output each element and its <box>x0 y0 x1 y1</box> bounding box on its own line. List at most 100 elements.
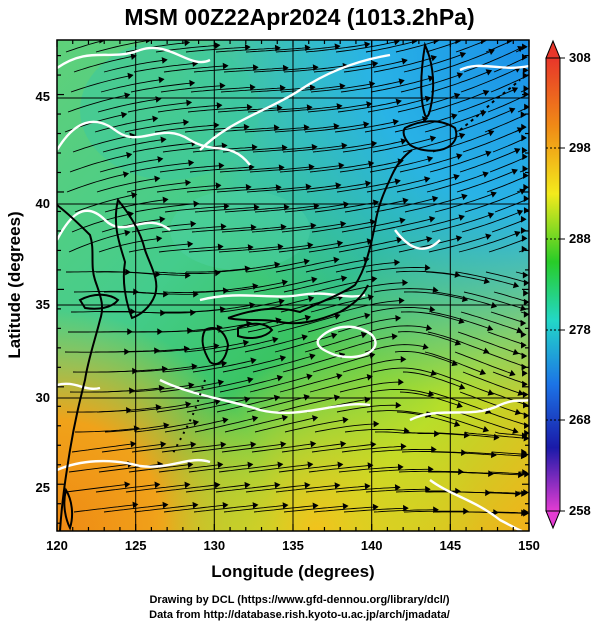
streamline-arrowhead <box>283 203 290 211</box>
streamline <box>194 417 258 433</box>
streamline <box>164 205 229 213</box>
streamline <box>75 427 139 433</box>
streamline-arrowhead <box>520 227 527 234</box>
streamline <box>164 418 228 433</box>
streamline-arrowhead <box>425 485 431 493</box>
streamline <box>69 153 132 173</box>
wind-streamlines <box>64 40 529 517</box>
streamline <box>396 411 460 426</box>
streamline <box>426 411 489 432</box>
streamline <box>95 483 160 493</box>
streamline <box>221 226 286 233</box>
streamline <box>309 375 373 393</box>
streamline-arrowhead <box>521 448 527 456</box>
streamline-arrowhead <box>521 341 527 349</box>
streamline-arrowhead <box>367 462 374 469</box>
streamline <box>461 210 523 233</box>
streamline <box>245 484 310 493</box>
streamline-arrowhead <box>281 144 288 152</box>
streamline <box>73 55 136 73</box>
streamline <box>371 448 436 453</box>
streamline-arrowhead <box>487 129 495 137</box>
axis-ticks <box>56 40 530 531</box>
streamline <box>429 151 491 173</box>
streamline <box>193 504 258 513</box>
streamline-arrowhead <box>303 124 310 131</box>
streamline <box>305 258 369 273</box>
streamline <box>215 47 280 53</box>
streamline <box>489 156 528 173</box>
streamline <box>341 445 406 453</box>
streamline-arrowhead <box>274 481 281 489</box>
streamline-arrowhead <box>424 95 432 103</box>
streamline <box>367 325 432 333</box>
streamline <box>284 203 349 213</box>
streamline <box>463 291 526 310</box>
x-tick-labels: 120 125 130 135 140 145 150 <box>46 538 540 553</box>
streamline <box>73 503 138 513</box>
streamline-arrowhead <box>517 45 524 53</box>
streamline-arrowhead <box>334 482 341 489</box>
streamline <box>336 404 401 413</box>
streamline-arrowhead <box>281 414 289 422</box>
streamline-arrowhead <box>521 146 528 154</box>
streamline-arrowhead <box>154 175 161 183</box>
streamline <box>158 463 223 473</box>
streamline-arrowhead <box>366 238 373 245</box>
streamline <box>370 76 434 93</box>
streamline <box>313 506 378 513</box>
streamline-arrowhead <box>512 281 520 289</box>
streamline-arrowhead <box>485 69 493 76</box>
streamline <box>493 291 529 303</box>
streamline <box>398 236 462 253</box>
streamline-arrowhead <box>485 150 492 157</box>
streamline <box>459 148 520 173</box>
streamline <box>313 62 378 73</box>
streamline <box>426 172 489 193</box>
streamline-arrowhead <box>247 461 254 469</box>
streamline-arrowhead <box>522 380 528 388</box>
streamline <box>249 375 312 393</box>
streamline-arrowhead <box>520 215 527 223</box>
streamline-arrowhead <box>248 163 255 171</box>
streamline <box>308 464 373 473</box>
streamline <box>279 374 342 393</box>
streamline <box>425 271 490 283</box>
streamline <box>492 371 528 385</box>
streamline-arrowhead <box>279 84 286 92</box>
streamline-arrowhead <box>280 441 287 448</box>
streamline <box>305 485 370 493</box>
streamline <box>162 145 227 153</box>
streamline-arrowhead <box>402 279 409 287</box>
streamline <box>486 411 529 427</box>
streamline <box>220 87 285 93</box>
streamline-arrowhead <box>522 271 529 279</box>
streamline-arrowhead <box>521 352 528 360</box>
streamline-arrowhead <box>521 245 528 253</box>
streamline-arrowhead <box>431 195 439 203</box>
streamline-arrowhead <box>520 331 527 338</box>
streamline-arrowhead <box>188 159 195 167</box>
streamline-arrowhead <box>456 72 464 79</box>
streamline <box>462 127 523 153</box>
streamline-arrowhead <box>342 416 349 424</box>
streamline-arrowhead <box>337 240 344 247</box>
streamline <box>428 234 491 253</box>
streamline <box>434 192 497 213</box>
streamline-arrowhead <box>308 163 315 171</box>
streamline-arrowhead <box>400 138 407 145</box>
streamline-arrowhead <box>277 243 284 251</box>
streamline <box>306 182 371 193</box>
streamline-arrowhead <box>215 182 222 190</box>
streamline <box>364 117 428 133</box>
streamline <box>280 85 345 93</box>
streamline-arrowhead <box>306 373 313 381</box>
streamline-arrowhead <box>522 469 528 476</box>
streamline <box>455 271 519 287</box>
streamline <box>398 470 464 473</box>
streamline <box>254 416 318 433</box>
streamline <box>434 431 499 439</box>
streamline <box>67 94 130 113</box>
streamline-arrowhead <box>250 441 257 449</box>
streamline <box>397 331 461 345</box>
